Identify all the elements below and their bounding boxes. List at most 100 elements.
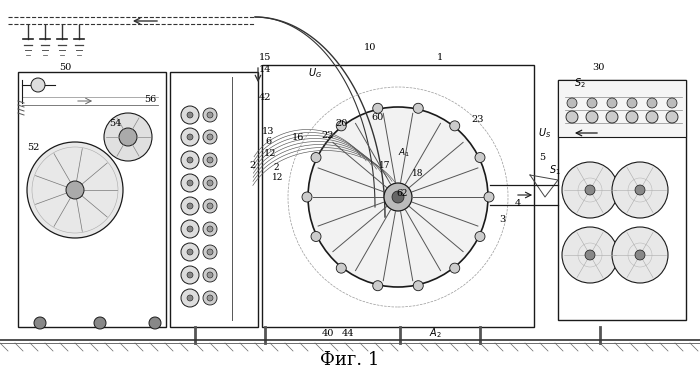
Text: $S_2$: $S_2$ bbox=[574, 76, 586, 90]
Circle shape bbox=[187, 249, 193, 255]
Text: 18: 18 bbox=[412, 168, 423, 177]
Bar bbox=[558, 80, 686, 137]
Text: 15: 15 bbox=[259, 53, 271, 62]
Circle shape bbox=[373, 281, 383, 291]
Circle shape bbox=[587, 98, 597, 108]
Circle shape bbox=[449, 121, 460, 131]
Text: 13: 13 bbox=[262, 126, 274, 135]
Text: 42: 42 bbox=[259, 93, 272, 102]
Text: 62: 62 bbox=[396, 189, 407, 198]
Circle shape bbox=[567, 98, 577, 108]
Bar bbox=[558, 80, 686, 320]
Circle shape bbox=[308, 107, 488, 287]
Circle shape bbox=[181, 243, 199, 261]
Circle shape bbox=[586, 111, 598, 123]
Circle shape bbox=[181, 106, 199, 124]
Circle shape bbox=[626, 111, 638, 123]
Circle shape bbox=[187, 272, 193, 278]
Circle shape bbox=[181, 174, 199, 192]
Circle shape bbox=[627, 98, 637, 108]
Text: 23: 23 bbox=[472, 116, 484, 124]
Circle shape bbox=[187, 203, 193, 209]
Circle shape bbox=[203, 222, 217, 236]
Text: 50: 50 bbox=[59, 63, 71, 72]
Circle shape bbox=[413, 281, 424, 291]
Circle shape bbox=[207, 134, 213, 140]
Circle shape bbox=[34, 317, 46, 329]
Circle shape bbox=[94, 317, 106, 329]
Text: $S_1$: $S_1$ bbox=[549, 163, 561, 177]
Circle shape bbox=[336, 263, 346, 273]
Text: $A_1$: $A_1$ bbox=[398, 147, 410, 159]
Circle shape bbox=[66, 181, 84, 199]
Circle shape bbox=[484, 192, 494, 202]
Circle shape bbox=[207, 157, 213, 163]
Text: 56: 56 bbox=[144, 96, 156, 105]
Circle shape bbox=[562, 162, 618, 218]
Text: 30: 30 bbox=[592, 63, 604, 72]
Circle shape bbox=[203, 130, 217, 144]
Circle shape bbox=[181, 197, 199, 215]
Circle shape bbox=[207, 112, 213, 118]
Circle shape bbox=[187, 134, 193, 140]
Circle shape bbox=[384, 183, 412, 211]
Circle shape bbox=[207, 249, 213, 255]
Circle shape bbox=[612, 227, 668, 283]
Text: 5: 5 bbox=[539, 153, 545, 162]
Circle shape bbox=[149, 317, 161, 329]
Circle shape bbox=[585, 185, 595, 195]
Circle shape bbox=[336, 121, 346, 131]
Text: 1: 1 bbox=[437, 53, 443, 62]
Circle shape bbox=[203, 153, 217, 167]
Circle shape bbox=[207, 272, 213, 278]
Circle shape bbox=[207, 295, 213, 301]
Circle shape bbox=[27, 142, 123, 238]
Text: 10: 10 bbox=[364, 42, 376, 51]
Circle shape bbox=[635, 185, 645, 195]
Circle shape bbox=[187, 180, 193, 186]
Circle shape bbox=[203, 108, 217, 122]
Circle shape bbox=[647, 98, 657, 108]
Circle shape bbox=[606, 111, 618, 123]
Circle shape bbox=[181, 220, 199, 238]
Circle shape bbox=[449, 263, 460, 273]
Circle shape bbox=[181, 266, 199, 284]
Circle shape bbox=[119, 128, 137, 146]
Text: 60: 60 bbox=[372, 112, 384, 122]
Text: 40: 40 bbox=[322, 328, 334, 338]
Circle shape bbox=[646, 111, 658, 123]
Text: 3: 3 bbox=[499, 216, 505, 225]
Circle shape bbox=[302, 192, 312, 202]
Circle shape bbox=[31, 78, 45, 92]
Circle shape bbox=[373, 103, 383, 113]
Circle shape bbox=[566, 111, 578, 123]
Circle shape bbox=[203, 245, 217, 259]
Circle shape bbox=[181, 151, 199, 169]
Circle shape bbox=[181, 128, 199, 146]
Text: 54: 54 bbox=[108, 118, 121, 128]
Text: $U_S$: $U_S$ bbox=[538, 126, 552, 140]
Text: 20: 20 bbox=[336, 118, 348, 128]
Circle shape bbox=[635, 250, 645, 260]
Text: 17: 17 bbox=[379, 160, 391, 170]
Circle shape bbox=[666, 111, 678, 123]
Text: 16: 16 bbox=[292, 132, 304, 141]
Circle shape bbox=[413, 103, 424, 113]
Text: 6: 6 bbox=[265, 136, 271, 146]
Bar bbox=[18, 72, 166, 327]
Circle shape bbox=[475, 153, 485, 162]
Circle shape bbox=[392, 191, 404, 203]
Text: 4: 4 bbox=[515, 198, 521, 207]
Text: 44: 44 bbox=[342, 328, 354, 338]
Circle shape bbox=[203, 176, 217, 190]
Text: $A_2$: $A_2$ bbox=[428, 326, 442, 340]
Circle shape bbox=[311, 231, 321, 242]
Circle shape bbox=[181, 289, 199, 307]
Circle shape bbox=[475, 231, 485, 242]
Circle shape bbox=[187, 112, 193, 118]
Text: 14: 14 bbox=[259, 66, 272, 75]
Circle shape bbox=[207, 226, 213, 232]
Circle shape bbox=[187, 295, 193, 301]
Text: Фиг. 1: Фиг. 1 bbox=[321, 351, 379, 369]
Text: 12: 12 bbox=[264, 148, 276, 158]
